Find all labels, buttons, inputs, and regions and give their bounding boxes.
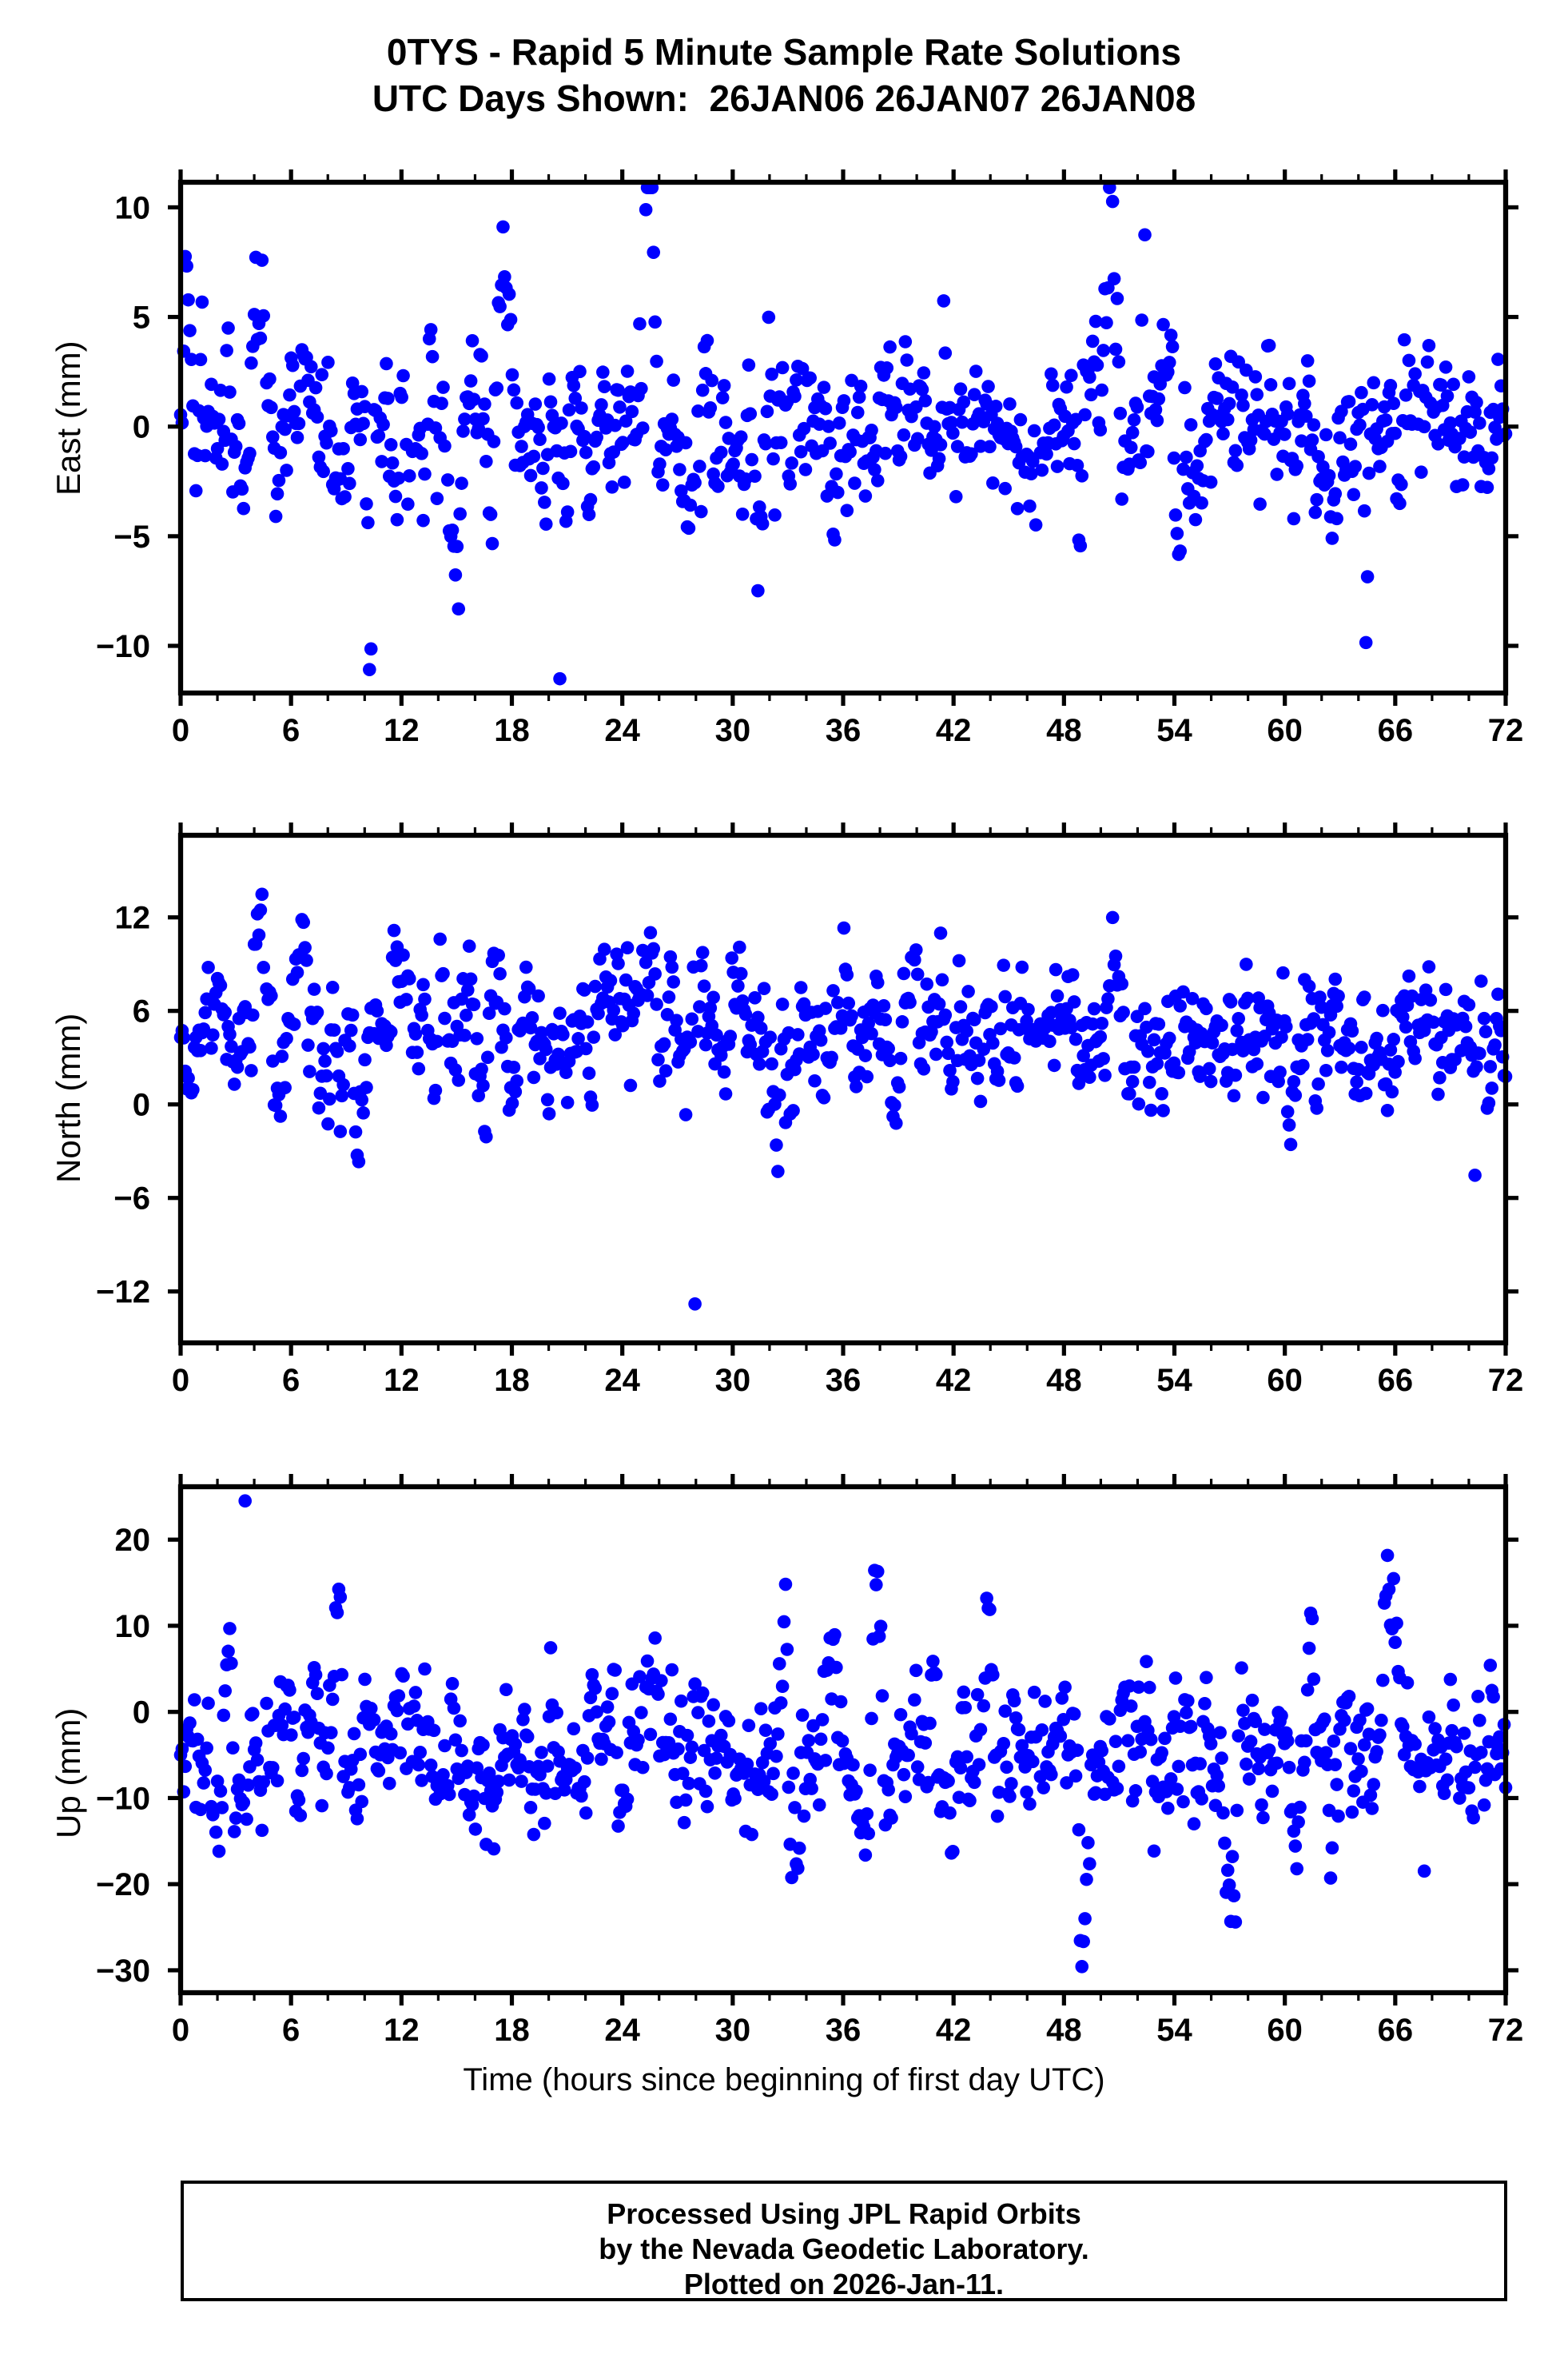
svg-text:24: 24 (604, 2013, 640, 2048)
svg-text:0: 0 (133, 410, 150, 445)
svg-text:30: 30 (715, 2013, 751, 2048)
svg-text:−12: −12 (96, 1275, 150, 1310)
svg-text:20: 20 (115, 1523, 151, 1558)
svg-text:6: 6 (282, 2013, 300, 2048)
svg-text:54: 54 (1156, 2013, 1192, 2048)
svg-text:24: 24 (604, 713, 640, 748)
svg-text:60: 60 (1267, 1363, 1303, 1398)
svg-text:−5: −5 (113, 520, 150, 555)
svg-text:54: 54 (1156, 713, 1192, 748)
svg-text:18: 18 (494, 1363, 530, 1398)
svg-text:6: 6 (282, 713, 300, 748)
svg-text:72: 72 (1488, 1363, 1524, 1398)
svg-text:0: 0 (172, 713, 189, 748)
svg-text:0: 0 (172, 1363, 189, 1398)
svg-text:54: 54 (1156, 1363, 1192, 1398)
svg-text:66: 66 (1378, 2013, 1414, 2048)
svg-text:72: 72 (1488, 713, 1524, 748)
svg-text:42: 42 (936, 713, 972, 748)
svg-text:0: 0 (133, 1088, 150, 1123)
svg-text:48: 48 (1046, 1363, 1082, 1398)
svg-text:10: 10 (115, 1609, 151, 1644)
svg-text:12: 12 (384, 1363, 420, 1398)
svg-text:12: 12 (384, 2013, 420, 2048)
svg-text:12: 12 (384, 713, 420, 748)
svg-text:−30: −30 (96, 1954, 150, 1989)
svg-text:60: 60 (1267, 2013, 1303, 2048)
svg-text:36: 36 (826, 1363, 862, 1398)
svg-text:−20: −20 (96, 1867, 150, 1902)
svg-text:24: 24 (604, 1363, 640, 1398)
svg-text:6: 6 (133, 994, 150, 1030)
svg-text:66: 66 (1378, 1363, 1414, 1398)
svg-text:42: 42 (936, 2013, 972, 2048)
svg-text:5: 5 (133, 301, 150, 336)
svg-text:6: 6 (282, 1363, 300, 1398)
svg-text:48: 48 (1046, 2013, 1082, 2048)
svg-text:48: 48 (1046, 713, 1082, 748)
svg-text:18: 18 (494, 2013, 530, 2048)
svg-text:12: 12 (115, 901, 151, 936)
svg-text:42: 42 (936, 1363, 972, 1398)
svg-text:72: 72 (1488, 2013, 1524, 2048)
svg-text:−10: −10 (96, 1781, 150, 1816)
svg-text:18: 18 (494, 713, 530, 748)
svg-text:0: 0 (172, 2013, 189, 2048)
svg-text:60: 60 (1267, 713, 1303, 748)
svg-text:36: 36 (826, 713, 862, 748)
svg-text:−6: −6 (113, 1181, 150, 1217)
svg-text:36: 36 (826, 2013, 862, 2048)
svg-text:30: 30 (715, 713, 751, 748)
svg-text:10: 10 (115, 190, 151, 225)
svg-text:−10: −10 (96, 629, 150, 664)
svg-text:66: 66 (1378, 713, 1414, 748)
svg-text:30: 30 (715, 1363, 751, 1398)
svg-text:0: 0 (133, 1695, 150, 1731)
